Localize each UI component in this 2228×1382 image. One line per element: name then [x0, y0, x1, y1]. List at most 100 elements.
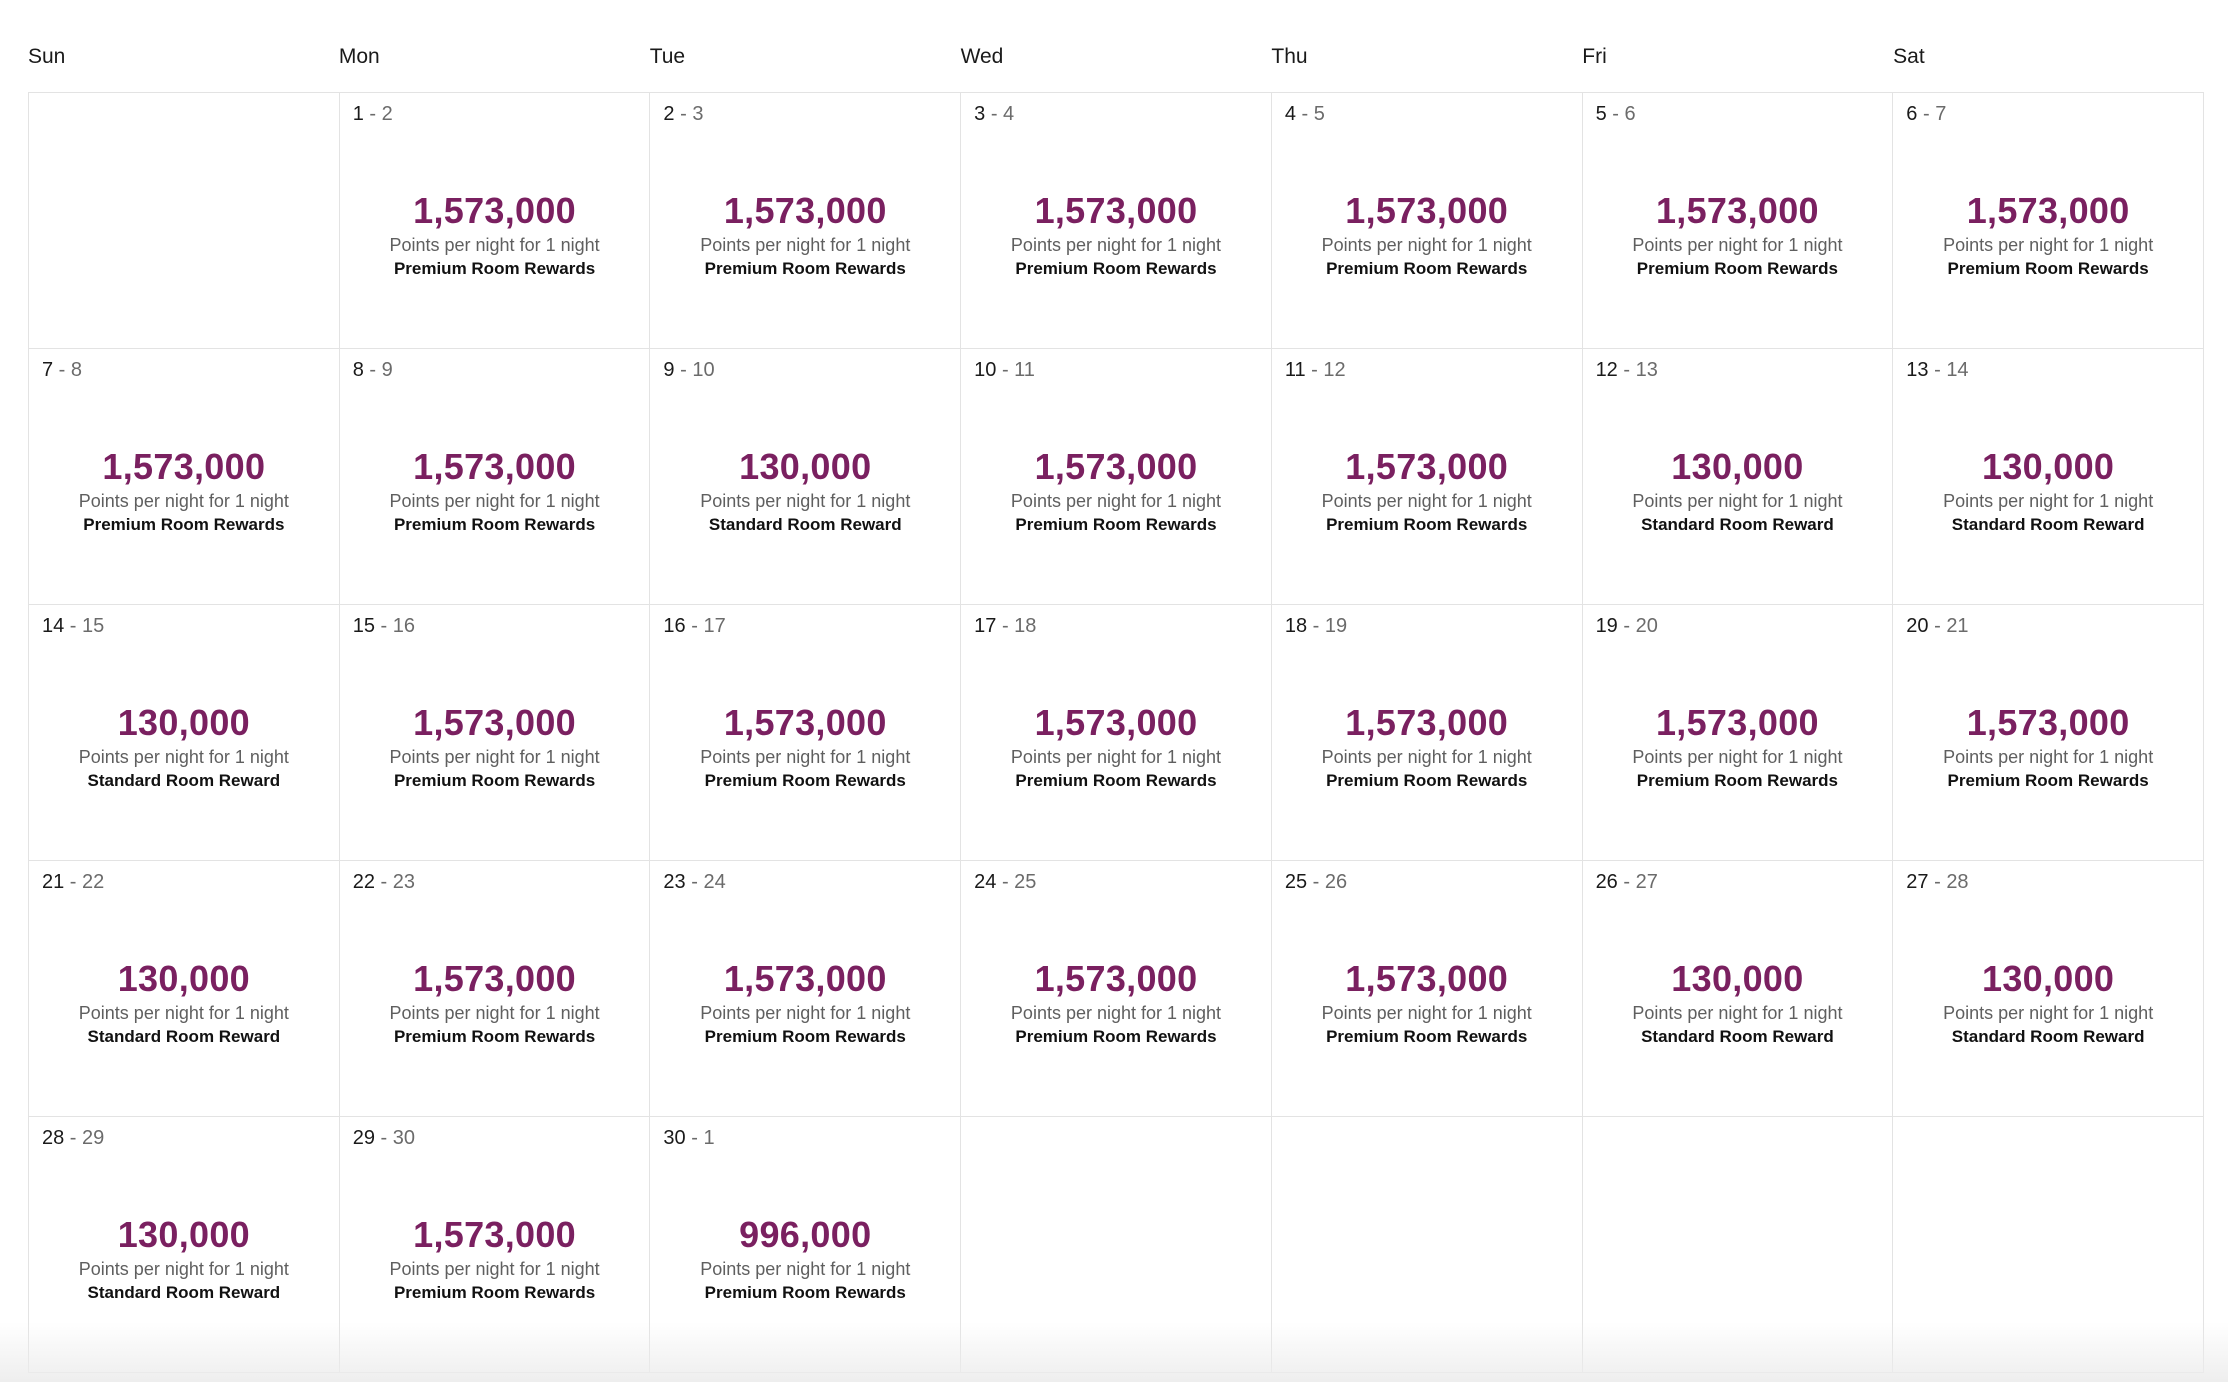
calendar-day-cell[interactable]: 10 - 11 1,573,000 Points per night for 1 n…	[961, 349, 1272, 605]
calendar-day-cell[interactable]: 23 - 24 1,573,000 Points per night for 1 n…	[650, 861, 962, 1117]
check-in-day: 11	[1284, 359, 1306, 381]
calendar-day-cell[interactable]: 14 - 15 130,000 Points per night for 1 nig…	[29, 605, 340, 861]
calendar-day-cell[interactable]: 25 - 26 1,573,000 Points per night for 1 n…	[1271, 861, 1583, 1117]
calendar-day-cell[interactable]: 12 - 13 130,000 Points per night for 1 nig…	[1582, 349, 1894, 605]
calendar-day-cell[interactable]: 16 - 17 1,573,000 Points per night for 1 n…	[650, 605, 962, 861]
date-range: 9 - 10	[663, 359, 714, 382]
calendar-day-cell[interactable]: 29 - 30 1,573,000 Points per night for 1 n…	[339, 1117, 651, 1373]
check-out-day: 14	[1946, 359, 1969, 381]
calendar-day-cell[interactable]: 6 - 7 1,573,000 Points per night for 1 nig…	[1893, 93, 2204, 349]
rate-info: 1,573,000 Points per night for 1 night Pre…	[961, 703, 1271, 793]
rate-info: 130,000 Points per night for 1 night Stand…	[1893, 447, 2203, 537]
date-range: 25 - 26	[1285, 871, 1347, 894]
date-separator: -	[53, 359, 71, 381]
calendar-day-cell[interactable]: 17 - 18 1,573,000 Points per night for 1 n…	[961, 605, 1272, 861]
points-caption: Points per night for 1 night	[78, 1003, 289, 1023]
date-separator: -	[374, 871, 393, 893]
rate-info: 1,573,000 Points per night for 1 night Pre…	[1893, 191, 2203, 281]
date-range: 21 - 22	[42, 871, 104, 894]
date-range: 29 - 30	[353, 1127, 415, 1150]
date-range: 10 - 11	[974, 359, 1035, 382]
calendar-day-cell[interactable]: 15 - 16 1,573,000 Points per night for 1 n…	[339, 605, 651, 861]
calendar-day-cell[interactable]: 5 - 6 1,573,000 Points per night for 1 nig…	[1582, 93, 1894, 349]
calendar-day-cell[interactable]: 18 - 19 1,573,000 Points per night for 1 n…	[1271, 605, 1583, 861]
calendar-day-cell[interactable]: 11 - 12 1,573,000 Points per night for 1 n…	[1271, 349, 1583, 605]
points-value: 1,573,000	[413, 702, 576, 743]
date-separator: -	[64, 871, 83, 893]
calendar-day-cell[interactable]: 24 - 25 1,573,000 Points per night for 1 n…	[961, 861, 1272, 1117]
date-range: 23 - 24	[663, 871, 725, 894]
check-in-day: 28	[42, 1127, 65, 1149]
check-out-day: 10	[692, 359, 715, 381]
date-range: 28 - 29	[42, 1127, 104, 1150]
reward-type: Premium Room Rewards	[83, 515, 285, 534]
check-in-day: 16	[663, 615, 686, 637]
calendar-day-cell[interactable]: 4 - 5 1,573,000 Points per night for 1 nig…	[1271, 93, 1583, 349]
check-in-day: 8	[352, 359, 364, 381]
points-value: 1,573,000	[1034, 446, 1198, 487]
rate-info: 1,573,000 Points per night for 1 night Pre…	[1272, 959, 1582, 1049]
points-value: 1,573,000	[1345, 958, 1509, 999]
reward-type: Premium Room Rewards	[1636, 259, 1839, 278]
weekday-header: Sun Mon Tue Wed Thu Fri Sat	[28, 0, 2204, 92]
rate-info: 1,573,000 Points per night for 1 night Pre…	[1583, 191, 1893, 281]
points-caption: Points per night for 1 night	[700, 235, 911, 255]
date-separator: -	[1307, 615, 1325, 637]
date-range: 24 - 25	[974, 871, 1036, 894]
points-value: 1,573,000	[723, 190, 887, 231]
date-separator: -	[1617, 615, 1636, 637]
calendar-day-cell[interactable]: 19 - 20 1,573,000 Points per night for 1 n…	[1582, 605, 1894, 861]
reward-type: Premium Room Rewards	[1015, 1027, 1217, 1046]
calendar-day-cell[interactable]: 3 - 4 1,573,000 Points per night for 1 nig…	[961, 93, 1272, 349]
calendar-day-cell[interactable]: 1 - 2 1,573,000 Points per night for 1 nig…	[339, 93, 651, 349]
calendar-day-cell[interactable]: 20 - 21 1,573,000 Points per night for 1 n…	[1893, 605, 2204, 861]
calendar-day-cell[interactable]: 28 - 29 130,000 Points per night for 1 nig…	[29, 1117, 340, 1373]
date-range: 2 - 3	[663, 103, 703, 126]
check-in-day: 18	[1284, 615, 1308, 637]
date-separator: -	[985, 103, 1004, 125]
points-caption: Points per night for 1 night	[1943, 491, 2154, 511]
check-in-day: 1	[352, 103, 364, 125]
date-separator: -	[685, 1127, 704, 1149]
rate-info: 1,573,000 Points per night for 1 night Pre…	[1272, 447, 1582, 537]
check-in-day: 7	[42, 359, 54, 381]
check-out-day: 5	[1313, 103, 1325, 125]
date-separator: -	[1617, 871, 1636, 893]
reward-type: Premium Room Rewards	[1326, 515, 1528, 534]
points-value: 130,000	[1982, 446, 2115, 487]
check-out-day: 9	[381, 359, 393, 381]
calendar-day-cell[interactable]: 8 - 9 1,573,000 Points per night for 1 nig…	[339, 349, 651, 605]
date-range: 11 - 12	[1285, 359, 1346, 382]
check-in-day: 9	[663, 359, 675, 381]
calendar-day-cell[interactable]: 21 - 22 130,000 Points per night for 1 nig…	[29, 861, 340, 1117]
date-range: 5 - 6	[1596, 103, 1636, 126]
date-separator: -	[996, 359, 1015, 381]
calendar-day-cell[interactable]: 13 - 14 130,000 Points per night for 1 nig…	[1893, 349, 2204, 605]
check-out-day: 16	[392, 615, 415, 637]
date-range: 1 - 2	[353, 103, 393, 126]
rate-info: 1,573,000 Points per night for 1 night Pre…	[1583, 703, 1893, 793]
calendar-day-cell[interactable]: 30 - 1 996,000 Points per night for 1 nigh…	[650, 1117, 962, 1373]
points-value: 1,573,000	[102, 446, 266, 487]
calendar-day-cell[interactable]: 2 - 3 1,573,000 Points per night for 1 nig…	[650, 93, 962, 349]
points-caption: Points per night for 1 night	[700, 747, 911, 767]
calendar-day-cell[interactable]: 9 - 10 130,000 Points per night for 1 nigh…	[650, 349, 962, 605]
calendar-day-cell[interactable]: 27 - 28 130,000 Points per night for 1 nig…	[1893, 861, 2204, 1117]
date-range: 30 - 1	[663, 1127, 714, 1150]
check-out-day: 18	[1014, 615, 1037, 637]
reward-type: Standard Room Reward	[87, 1027, 281, 1046]
check-out-day: 24	[703, 871, 726, 893]
points-value: 1,573,000	[413, 446, 576, 487]
date-range: 14 - 15	[42, 615, 104, 638]
calendar-day-cell[interactable]: 7 - 8 1,573,000 Points per night for 1 nig…	[29, 349, 340, 605]
calendar-day-cell[interactable]: 26 - 27 130,000 Points per night for 1 nig…	[1582, 861, 1894, 1117]
points-value: 130,000	[117, 702, 250, 743]
check-in-day: 26	[1595, 871, 1618, 893]
points-caption: Points per night for 1 night	[700, 1259, 911, 1279]
date-separator: -	[1295, 103, 1314, 125]
calendar-day-cell[interactable]: 22 - 23 1,573,000 Points per night for 1 n…	[339, 861, 651, 1117]
points-value: 130,000	[1671, 958, 1804, 999]
check-in-day: 10	[974, 359, 997, 381]
check-in-day: 4	[1284, 103, 1296, 125]
date-separator: -	[1928, 359, 1947, 381]
